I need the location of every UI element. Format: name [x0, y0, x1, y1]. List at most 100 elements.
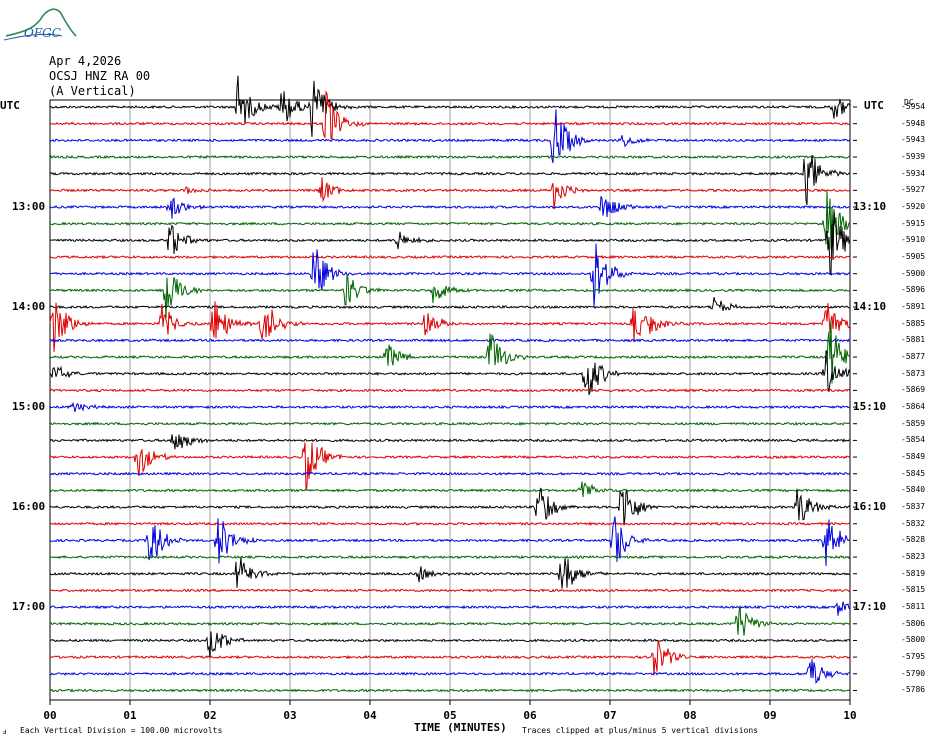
dc-offset-label: -5790: [901, 668, 926, 678]
seismic-trace-22: [49, 471, 851, 476]
left-axis-label: UTC: [0, 99, 20, 112]
seismic-trace-27: [49, 554, 851, 560]
seismic-trace-32: [49, 631, 851, 659]
ofgc-logo: OFGC: [2, 2, 78, 44]
seismic-trace-5: [49, 177, 851, 210]
right-time-label: 16:10: [853, 500, 887, 514]
dc-offset-label: -5869: [901, 385, 926, 395]
dc-offset-label: -5927: [901, 185, 926, 195]
dc-offset-label: -5859: [901, 418, 926, 428]
footer-mark: ⅎ: [2, 727, 7, 736]
seismic-trace-9: [49, 254, 851, 260]
x-tick-label: 02: [203, 709, 217, 722]
seismic-trace-24: [49, 487, 851, 526]
dc-offset-label: -5954: [901, 102, 926, 111]
dc-offset-label: -5885: [901, 318, 926, 328]
dc-offset-label: -5800: [901, 635, 926, 645]
dc-label: DC: [904, 98, 914, 107]
seismic-trace-10: [50, 243, 851, 307]
right-time-label: 14:10: [853, 300, 887, 314]
seismic-trace-12: [49, 297, 851, 311]
seismic-trace-33: [49, 639, 851, 676]
logo-mountain-icon: [3, 8, 77, 41]
seismic-trace-8: [49, 211, 851, 276]
seismic-trace-20: [49, 434, 851, 450]
dc-offset-label: -5920: [901, 202, 926, 212]
dc-offset-label: -5823: [901, 552, 926, 562]
seismic-trace-23: [49, 481, 851, 498]
x-tick-label: 03: [283, 709, 297, 722]
dc-offset-label: -5806: [901, 618, 926, 628]
seismic-trace-21: [50, 442, 851, 491]
seismic-trace-18: [49, 401, 851, 413]
seismic-trace-25: [49, 521, 851, 526]
x-tick-label: 10: [843, 709, 857, 722]
left-time-label: 15:00: [12, 400, 46, 414]
x-tick-label: 07: [603, 709, 617, 722]
x-tick-label: 09: [763, 709, 777, 722]
x-tick-label: 01: [123, 709, 137, 722]
dc-offset-label: -5811: [901, 602, 926, 612]
dc-offset-label: -5837: [901, 502, 926, 512]
dc-offset-label: -5943: [901, 135, 926, 145]
dc-offset-label: -5905: [901, 252, 926, 262]
seismic-trace-31: [49, 605, 851, 636]
left-time-label: 16:00: [12, 500, 46, 514]
seismic-trace-16: [49, 350, 851, 395]
x-tick-label: 05: [443, 709, 457, 722]
dc-offset-label: -5896: [901, 285, 926, 295]
footer-scale-note: Each Vertical Division = 100.00 microvol…: [20, 726, 223, 735]
dc-offset-label: -5819: [901, 568, 926, 578]
seismic-trace-26: [49, 516, 851, 567]
dc-offset-label: -5910: [901, 235, 926, 245]
seismic-trace-4: [49, 155, 851, 206]
seismic-trace-0: [49, 75, 851, 137]
dc-offset-label: -5840: [901, 485, 926, 495]
dc-offset-label: -5900: [901, 268, 926, 278]
x-tick-label: 04: [363, 709, 377, 722]
dc-offset-label: -5891: [901, 302, 926, 312]
header-station: OCSJ HNZ RA 00: [49, 69, 151, 83]
dc-offset-label: -5828: [901, 535, 926, 545]
x-tick-label: 00: [43, 709, 57, 722]
left-time-label: 17:00: [12, 600, 46, 614]
left-time-label: 14:00: [12, 300, 46, 314]
right-time-label: 17:10: [853, 600, 887, 614]
seismic-trace-15: [49, 320, 851, 384]
dc-offset-label: -5845: [901, 468, 926, 478]
seismic-trace-14: [49, 338, 851, 343]
right-time-label: 13:10: [853, 200, 887, 214]
dc-offset-label: -5864: [901, 402, 926, 412]
dc-offset-label: -5881: [901, 335, 926, 345]
header-date: Apr 4,2026: [49, 54, 122, 68]
logo-text: OFGC: [24, 26, 61, 40]
left-time-label: 13:00: [12, 200, 46, 214]
dc-offset-label: -5795: [901, 652, 926, 662]
x-tick-label: 06: [523, 709, 537, 722]
dc-offset-label: -5815: [901, 585, 926, 595]
header-component: (A Vertical): [49, 84, 136, 98]
seismic-trace-3: [49, 154, 851, 160]
dc-offset-label: -5873: [901, 368, 926, 378]
right-axis-label: UTC: [864, 99, 884, 112]
seismic-trace-7: [49, 190, 851, 250]
dc-offset-label: -5786: [901, 685, 926, 695]
seismic-trace-13: [49, 301, 851, 352]
seismic-trace-2: [49, 109, 851, 164]
footer-clip-note: Traces clipped at plus/minus 5 vertical …: [522, 726, 759, 735]
dc-offset-label: -5849: [901, 452, 926, 462]
seismic-trace-6: [49, 196, 851, 219]
seismic-trace-29: [49, 588, 851, 593]
seismic-trace-1: [49, 90, 851, 140]
dc-offset-label: -5939: [901, 152, 926, 161]
dc-offset-label: -5948: [901, 118, 926, 128]
seismic-trace-17: [49, 388, 851, 393]
dc-offset-label: -5934: [901, 168, 926, 178]
seismic-trace-11: [49, 275, 851, 319]
seismic-trace-35: [49, 688, 851, 693]
dc-offset-label: -5877: [901, 352, 926, 362]
seismic-trace-34: [49, 659, 850, 684]
right-time-label: 15:10: [853, 400, 887, 414]
dc-offset-label: -5854: [901, 435, 926, 445]
